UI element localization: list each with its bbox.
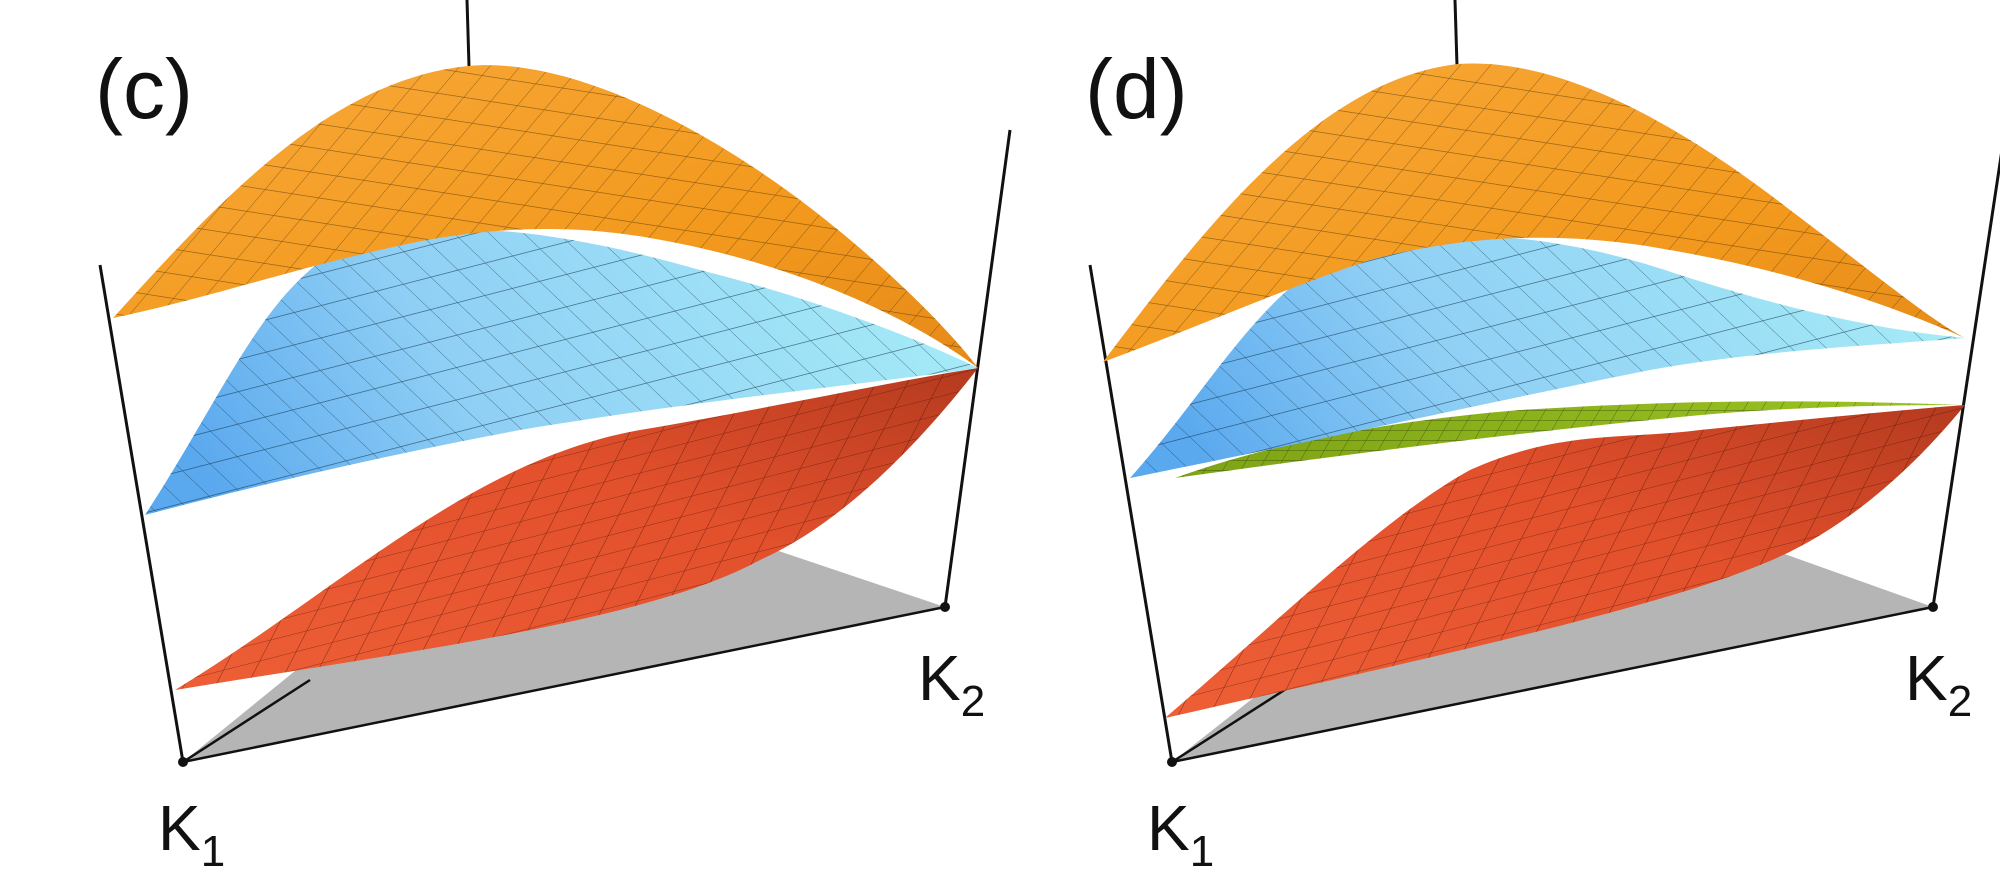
corner-label-k2: K2 [1905,642,1972,726]
panel-label: (d) [1085,42,1188,136]
orange-band-mesh [1103,63,1965,362]
corner-dot-k2 [1928,602,1938,612]
floor-edge-front [1171,605,1934,764]
floor-edge-front [182,605,946,764]
axis-line-left [98,264,185,763]
red-band-mesh [1165,405,1965,718]
blue-band-mesh [1130,235,1965,478]
corner-label-k1: K1 [1147,792,1214,876]
axis-line-top [1453,0,1459,67]
green-band-mesh [1175,401,1960,478]
orange-band-mesh [113,65,978,369]
panel-d: (d) K1 K2 [1085,0,2000,876]
floor-edge-side [1171,678,1301,764]
axis-line-top [465,0,471,67]
blue-band-mesh [145,229,978,515]
red-band-mesh [175,368,978,690]
panel-c: (c) K1 K2 [95,0,1012,876]
corner-dot-k1 [178,757,188,767]
floor-edge-side [182,678,311,764]
axis-line-left [1088,264,1174,763]
panel-label: (c) [95,42,193,136]
corner-label-k1: K1 [158,792,225,876]
axis-line-right [1931,153,2000,608]
corner-label-k2: K2 [918,642,985,726]
corner-dot-k2 [940,602,950,612]
corner-dot-k1 [1167,757,1177,767]
